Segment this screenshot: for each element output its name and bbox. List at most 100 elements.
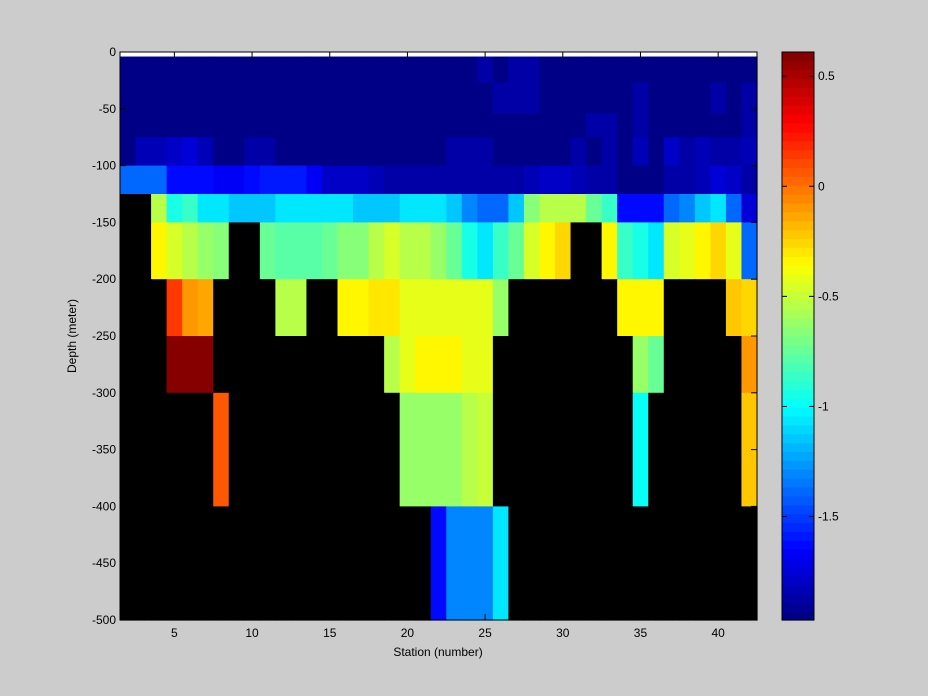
heatmap-cell: [430, 392, 447, 507]
heatmap-cell: [508, 194, 525, 223]
heatmap-cell: [399, 194, 416, 223]
heatmap-cell: [694, 56, 711, 84]
heatmap-cell: [477, 336, 494, 394]
colorbar-swatch: [782, 202, 814, 213]
heatmap-cell: [384, 165, 401, 195]
heatmap-cell: [570, 392, 587, 507]
heatmap-cell: [368, 194, 385, 223]
heatmap-cell: [461, 392, 478, 507]
heatmap-cell: [337, 113, 354, 138]
colorbar-swatch: [782, 69, 814, 80]
colorbar-swatch: [782, 52, 814, 62]
heatmap-cell: [523, 56, 541, 84]
heatmap-cell: [197, 222, 214, 280]
heatmap-cell: [275, 279, 292, 337]
colorbar-swatch: [782, 380, 814, 390]
heatmap-cell: [570, 56, 587, 84]
heatmap-cell: [244, 336, 261, 394]
x-tick-label: 35: [634, 626, 648, 640]
heatmap-cell: [135, 194, 152, 223]
heatmap-cell: [446, 82, 463, 114]
y-tick-label: -400: [92, 499, 116, 513]
heatmap-cell: [632, 222, 649, 280]
heatmap-cell: [353, 137, 370, 167]
heatmap-cell: [508, 113, 525, 138]
heatmap-cell: [710, 194, 727, 223]
heatmap-cell: [663, 82, 680, 114]
heatmap-cell: [663, 392, 680, 507]
colorbar-swatch: [782, 327, 814, 337]
colorbar-swatch: [782, 229, 814, 239]
heatmap-cell: [477, 194, 494, 223]
heatmap-cell: [321, 506, 339, 621]
heatmap-cell: [197, 336, 214, 394]
heatmap-cell: [290, 194, 308, 223]
colorbar-swatch: [782, 495, 814, 506]
colorbar-swatch: [782, 371, 814, 381]
heatmap-cell: [725, 392, 743, 507]
heatmap-cell: [151, 222, 168, 280]
heatmap-cell: [430, 222, 447, 280]
heatmap-cell: [632, 506, 649, 621]
colorbar-ticks: 0.5 0 -0.5 -1 -1.5: [782, 69, 839, 524]
heatmap-cell: [306, 137, 323, 167]
heatmap-cell: [710, 165, 727, 195]
heatmap-cell: [259, 194, 276, 223]
heatmap-cell: [586, 279, 603, 337]
heatmap-cell: [648, 165, 665, 195]
colorbar-swatch: [782, 273, 814, 284]
heatmap-cell: [368, 82, 385, 114]
heatmap-cell: [601, 113, 618, 138]
heatmap-cell: [694, 392, 711, 507]
heatmap-cell: [492, 82, 510, 114]
heatmap-cell: [275, 82, 292, 114]
heatmap-cell: [725, 222, 743, 280]
heatmap-cell: [151, 165, 168, 195]
heatmap-cell: [182, 82, 199, 114]
heatmap-cell: [461, 82, 478, 114]
colorbar-swatch: [782, 504, 814, 515]
heatmap-cell: [244, 222, 261, 280]
heatmap-cell: [725, 336, 743, 394]
colorbar-swatch: [782, 353, 814, 364]
heatmap-cell: [415, 82, 432, 114]
heatmap-cell: [228, 113, 245, 138]
heatmap-cell: [151, 279, 168, 337]
heatmap-cell: [648, 56, 665, 84]
heatmap-cell: [321, 222, 339, 280]
heatmap-cell: [306, 113, 323, 138]
heatmap-cell: [135, 56, 152, 84]
heatmap-cell: [353, 336, 370, 394]
y-axis-label: Depth (meter): [65, 299, 79, 373]
heatmap-cell: [244, 506, 261, 621]
heatmap-cell: [368, 336, 385, 394]
heatmap-cell: [570, 165, 587, 195]
heatmap-cell: [430, 82, 447, 114]
heatmap-cell: [648, 506, 665, 621]
heatmap-cell: [694, 506, 711, 621]
heatmap-cell: [725, 82, 743, 114]
heatmap-cell: [523, 194, 541, 223]
heatmap-cell: [725, 137, 743, 167]
y-tick-label: -300: [92, 386, 116, 400]
heatmap-cell: [415, 222, 432, 280]
heatmap-cell: [679, 222, 696, 280]
heatmap-cell: [182, 392, 199, 507]
heatmap-cell: [213, 222, 230, 280]
colorbar-swatch: [782, 105, 814, 115]
colorbar-swatch: [782, 309, 814, 319]
colorbar-swatch: [782, 300, 814, 310]
heatmap-cell: [306, 392, 323, 507]
heatmap-cell: [415, 137, 432, 167]
heatmap-cell: [461, 222, 478, 280]
colorbar-swatch: [782, 611, 814, 621]
heatmap-cell: [741, 392, 758, 507]
heatmap-cell: [337, 336, 354, 394]
heatmap-cell: [228, 165, 245, 195]
colorbar-swatch: [782, 540, 814, 550]
heatmap-cell: [415, 165, 432, 195]
heatmap-cell: [430, 506, 447, 621]
colorbar-swatch: [782, 167, 814, 177]
heatmap-cell: [570, 222, 587, 280]
heatmap-cell: [166, 336, 183, 394]
